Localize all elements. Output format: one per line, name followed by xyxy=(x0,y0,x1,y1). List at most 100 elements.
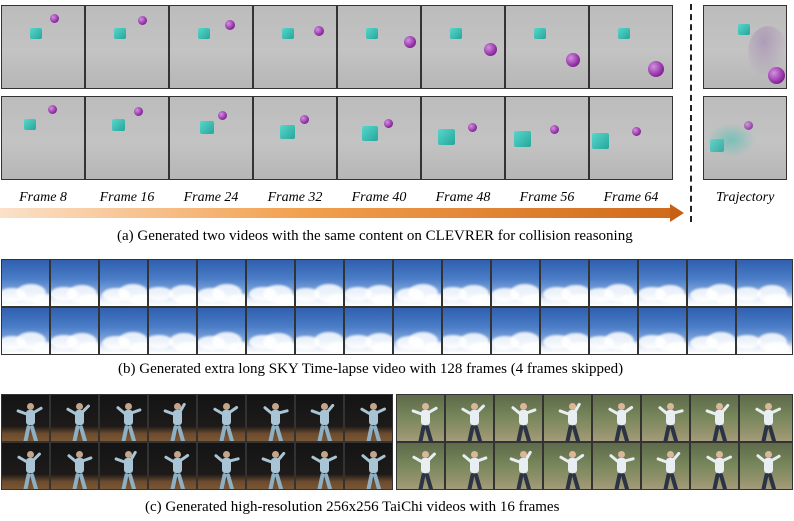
clevrer-frame-row2 xyxy=(1,96,85,180)
taichi-frame-dark xyxy=(295,394,344,442)
performer-torso xyxy=(617,458,626,473)
time-arrow-head xyxy=(670,204,684,222)
performer-torso xyxy=(715,458,724,473)
cloud-shape xyxy=(424,342,441,354)
performer-head xyxy=(765,403,772,410)
cloud-shape xyxy=(470,294,490,306)
performer-leg xyxy=(274,472,284,489)
cloud-shape xyxy=(149,335,173,349)
performer-torso xyxy=(369,458,378,473)
performer-arm xyxy=(129,407,142,415)
performer-leg xyxy=(127,424,137,441)
performer-head xyxy=(223,403,230,410)
taichi-frame-grass xyxy=(690,394,739,442)
performer-torso xyxy=(271,410,280,425)
performer-leg xyxy=(372,424,382,441)
taichi-performer xyxy=(755,451,782,489)
performer-leg xyxy=(424,424,434,441)
performer-leg xyxy=(29,472,39,489)
performer-head xyxy=(618,403,625,410)
cloud-shape xyxy=(326,294,343,306)
performer-torso xyxy=(519,410,528,425)
taichi-performer xyxy=(115,403,142,441)
performer-torso xyxy=(124,458,133,473)
performer-torso xyxy=(369,410,378,425)
performer-head xyxy=(76,403,83,410)
dashed-separator xyxy=(690,4,692,222)
performer-head xyxy=(765,451,772,458)
sky-frame xyxy=(589,259,638,307)
cloud-shape xyxy=(228,294,245,306)
taichi-frame-grass xyxy=(445,394,494,442)
taichi-frame-grass xyxy=(396,442,445,490)
clevrer-frame-row2 xyxy=(421,96,505,180)
performer-leg xyxy=(767,472,777,489)
performer-torso xyxy=(470,410,479,425)
performer-torso xyxy=(666,410,675,425)
cloud-shape xyxy=(32,342,49,354)
performer-torso xyxy=(715,410,724,425)
taichi-frame-grass xyxy=(641,394,690,442)
taichi-frame-dark xyxy=(148,394,197,442)
taichi-performer xyxy=(261,451,286,489)
caption-a: (a) Generated two videos with the same c… xyxy=(117,228,633,244)
performer-head xyxy=(716,451,723,458)
sphere-object xyxy=(314,26,324,36)
sphere-object xyxy=(566,53,580,67)
clevrer-frame-row2 xyxy=(337,96,421,180)
performer-torso xyxy=(173,410,182,425)
taichi-frame-grass xyxy=(494,394,543,442)
performer-leg xyxy=(78,472,88,489)
trajectory-label: Trajectory xyxy=(716,190,775,205)
performer-head xyxy=(370,403,377,410)
sphere-object xyxy=(134,107,143,116)
taichi-frame-grass xyxy=(739,394,793,442)
cube-object xyxy=(24,119,36,130)
frame-label: Frame 32 xyxy=(267,190,323,205)
performer-torso xyxy=(764,458,773,473)
clevrer-frame-row1 xyxy=(169,5,253,89)
sky-frame xyxy=(295,259,344,307)
sphere-object xyxy=(632,127,641,136)
sphere-object xyxy=(218,111,227,120)
sky-frame xyxy=(99,307,148,355)
performer-head xyxy=(272,403,279,410)
sky-frame xyxy=(99,259,148,307)
performer-torso xyxy=(26,410,35,425)
performer-leg xyxy=(669,472,679,489)
taichi-performer xyxy=(608,451,635,489)
sphere-object xyxy=(384,119,393,128)
clevrer-frame-row2 xyxy=(85,96,169,180)
taichi-performer xyxy=(607,403,634,441)
taichi-frame-dark xyxy=(1,442,50,490)
performer-head xyxy=(569,451,576,458)
performer-torso xyxy=(75,410,84,425)
cloud-shape xyxy=(568,294,588,306)
sky-frame xyxy=(687,259,736,307)
performer-leg xyxy=(225,424,235,441)
cube-object xyxy=(198,28,210,39)
clevrer-frame-row1 xyxy=(589,5,673,89)
performer-leg xyxy=(176,424,186,441)
performer-head xyxy=(27,403,34,410)
taichi-frame-dark xyxy=(50,442,99,490)
taichi-frame-dark xyxy=(295,442,344,490)
performer-head xyxy=(174,451,181,458)
performer-head xyxy=(321,403,328,410)
sphere-object xyxy=(550,125,559,134)
performer-head xyxy=(667,403,674,410)
sky-frame xyxy=(540,259,589,307)
taichi-frame-dark xyxy=(246,394,295,442)
trajectory-frame-2 xyxy=(703,96,787,180)
taichi-performer xyxy=(359,403,387,441)
sky-frame xyxy=(540,307,589,355)
time-arrow xyxy=(0,208,672,218)
cloud-shape xyxy=(228,342,245,354)
performer-leg xyxy=(620,424,630,441)
taichi-performer xyxy=(310,451,338,489)
clevrer-frame-row2 xyxy=(505,96,589,180)
sky-frame xyxy=(442,259,491,307)
frame-label: Frame 48 xyxy=(435,190,491,205)
taichi-performer xyxy=(558,402,582,441)
cloud-shape xyxy=(620,342,637,354)
